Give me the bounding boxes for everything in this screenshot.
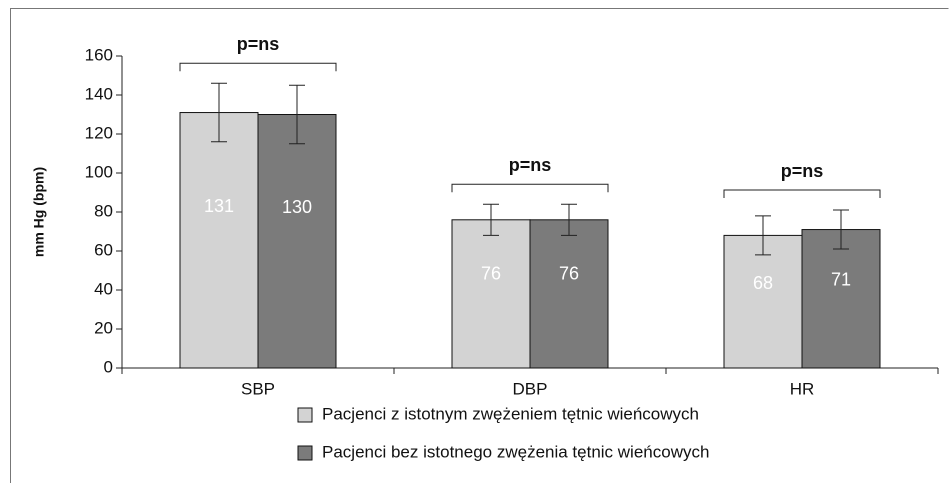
error-bar	[561, 203, 577, 236]
annotation: p=ns	[237, 34, 280, 54]
y-tick-label: 100	[85, 162, 113, 181]
bracket	[723, 189, 881, 199]
x-tick-label: HR	[790, 379, 815, 398]
bar	[529, 219, 609, 369]
annotation: p=ns	[509, 155, 552, 175]
error-bar	[211, 82, 227, 143]
y-tick-label: 0	[104, 357, 113, 376]
y-tick-label: 20	[94, 318, 113, 337]
y-tick-label: 160	[85, 45, 113, 64]
bracket	[451, 183, 609, 193]
y-tick-label: 140	[85, 84, 113, 103]
data-label: 68	[753, 273, 773, 293]
error-bar	[755, 215, 771, 256]
bar	[451, 219, 531, 369]
bar	[179, 112, 259, 369]
error-bar	[289, 84, 305, 145]
legend-label: Pacjenci z istotnym zwężeniem tętnic wie…	[322, 404, 699, 423]
bar	[723, 234, 803, 369]
annotation: p=ns	[781, 161, 824, 181]
bar	[801, 229, 881, 369]
error-bar	[483, 203, 499, 236]
legend-swatch	[297, 445, 313, 461]
data-label: 131	[204, 196, 234, 216]
error-bar	[833, 209, 849, 250]
x-tick-label: DBP	[513, 379, 548, 398]
y-axis-label: mm Hg (bpm)	[31, 167, 47, 257]
legend-label: Pacjenci bez istotnego zwężenia tętnic w…	[322, 442, 709, 461]
legend-swatch	[297, 407, 313, 423]
y-tick-label: 60	[94, 240, 113, 259]
data-label: 76	[481, 263, 501, 283]
x-tick-label: SBP	[241, 379, 275, 398]
bracket	[179, 62, 337, 72]
data-label: 76	[559, 263, 579, 283]
y-tick-label: 120	[85, 123, 113, 142]
y-tick-label: 80	[94, 201, 113, 220]
y-tick-label: 40	[94, 279, 113, 298]
bar	[257, 114, 337, 369]
data-label: 71	[831, 270, 851, 290]
frame	[10, 8, 949, 483]
data-label: 130	[282, 197, 312, 217]
